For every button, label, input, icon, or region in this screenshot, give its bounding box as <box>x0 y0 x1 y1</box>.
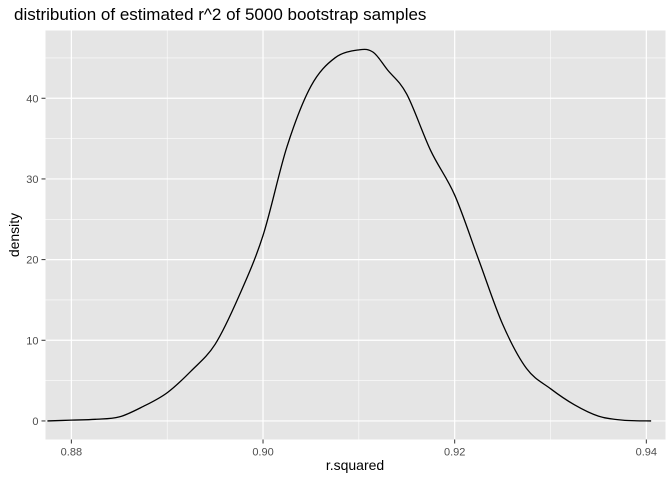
chart-title: distribution of estimated r^2 of 5000 bo… <box>14 5 426 24</box>
x-axis-title: r.squared <box>326 457 384 473</box>
y-tick-label: 40 <box>26 93 38 105</box>
density-curve <box>47 48 652 422</box>
y-tick-label: 30 <box>26 174 38 186</box>
y-axis-title: density <box>6 213 22 257</box>
y-tick-label: 10 <box>26 335 38 347</box>
x-tick-label: 0.94 <box>636 447 657 459</box>
major-gridlines <box>45 30 666 440</box>
x-tick-label: 0.88 <box>61 447 82 459</box>
y-tick-label: 0 <box>32 416 38 428</box>
x-axis: 0.88 0.90 0.92 0.94 <box>61 439 657 459</box>
y-axis: 0 10 20 30 40 <box>26 93 46 428</box>
x-tick-label: 0.90 <box>252 447 273 459</box>
x-tick-label: 0.92 <box>444 447 465 459</box>
plot-panel <box>45 30 666 440</box>
y-tick-label: 20 <box>26 255 38 267</box>
